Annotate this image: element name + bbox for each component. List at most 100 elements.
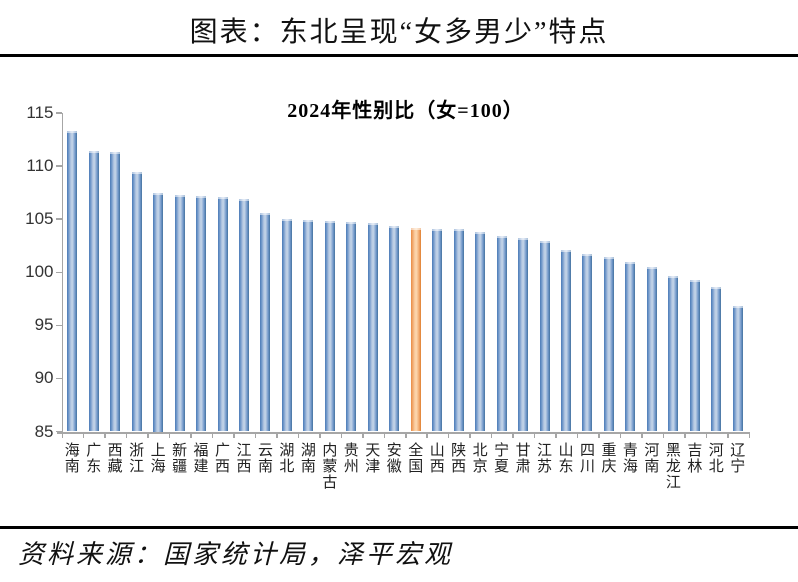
y-tick-mark	[55, 324, 62, 327]
bar	[539, 241, 550, 432]
x-tick-mark	[383, 431, 386, 438]
bar-national-highlight	[410, 227, 421, 432]
x-axis-category-label: 四 川	[579, 442, 595, 475]
chart-title: 2024年性别比（女=100）	[287, 100, 524, 122]
title-divider-line	[0, 54, 798, 57]
bar	[174, 194, 185, 432]
x-axis-category-label: 陕 西	[451, 442, 467, 475]
y-tick-mark	[55, 218, 62, 220]
y-axis-tick-label: 110	[26, 156, 54, 176]
x-tick-mark	[297, 431, 300, 438]
page-title: 图表：东北呈现“女多男少”特点	[189, 17, 609, 48]
x-axis-category-label: 全 国	[408, 442, 424, 475]
x-tick-mark	[598, 431, 600, 438]
y-axis-tick-label: 85	[34, 421, 54, 441]
bar	[88, 151, 99, 432]
x-tick-mark	[555, 431, 557, 438]
x-tick-mark	[619, 431, 622, 438]
x-tick-mark	[276, 431, 278, 438]
x-tick-mark	[340, 431, 343, 438]
x-axis-category-label: 湖 南	[300, 442, 316, 475]
bar	[303, 220, 314, 432]
y-axis-tick-label: 115	[26, 103, 54, 122]
bar	[689, 279, 700, 432]
bar	[346, 222, 357, 432]
bar	[646, 266, 657, 432]
bar	[582, 254, 593, 432]
x-axis-category-label: 北 京	[472, 442, 488, 475]
bar	[518, 238, 529, 432]
x-axis-category-label: 江 西	[236, 442, 252, 475]
bar	[668, 276, 679, 432]
x-tick-mark	[405, 431, 407, 438]
x-tick-mark	[147, 431, 149, 438]
x-tick-mark	[190, 431, 192, 438]
y-axis-tick-label: 95	[34, 315, 54, 335]
x-axis-category-label: 山 西	[429, 442, 445, 475]
bar	[153, 192, 164, 432]
x-tick-mark	[233, 431, 235, 438]
x-axis-category-label: 甘 肃	[515, 442, 531, 475]
x-axis-category-label: 广 西	[215, 442, 231, 475]
x-axis-category-label: 云 南	[257, 442, 273, 475]
x-axis-category-label: 青 海	[622, 442, 638, 475]
x-tick-mark	[362, 431, 364, 438]
x-tick-mark	[319, 431, 321, 438]
bar	[110, 152, 121, 432]
bar	[324, 221, 335, 432]
x-axis-category-label: 上 海	[150, 442, 166, 475]
y-axis-line	[61, 113, 63, 432]
x-axis-category-label: 贵 州	[343, 442, 359, 475]
x-axis-category-label: 湖 北	[279, 442, 295, 475]
x-axis-category-label: 江 苏	[537, 442, 553, 475]
bar	[389, 225, 400, 432]
x-axis-category-label: 海 南	[64, 442, 80, 475]
source-note: 资料来源：国家统计局，泽平宏观	[18, 540, 454, 569]
x-tick-mark	[254, 431, 257, 438]
bar	[217, 196, 228, 432]
x-tick-mark	[168, 431, 171, 438]
x-axis-category-label: 河 南	[644, 442, 660, 475]
bar	[475, 231, 486, 432]
y-tick-mark	[55, 430, 62, 433]
sex-ratio-bar-chart: 2024年性别比（女=100） 115 110 105 100 95 90 85 海 南广 东…	[0, 60, 798, 520]
x-axis-category-label: 河 北	[708, 442, 724, 475]
plot-area: 115 110 105 100 95 90 85 海 南广 东西 藏浙 江上 海新 疆福 建广…	[0, 60, 798, 520]
x-axis-category-label: 吉 林	[687, 442, 703, 475]
footer-divider-line	[0, 526, 798, 529]
x-tick-mark	[211, 431, 214, 438]
bar	[281, 219, 292, 432]
x-axis-category-label: 辽 宁	[730, 442, 746, 475]
x-axis-category-label: 天 津	[365, 442, 381, 475]
x-tick-mark	[490, 431, 493, 438]
x-axis-category-label: 福 建	[193, 442, 209, 475]
bar	[131, 172, 142, 432]
y-tick-mark	[55, 165, 62, 167]
x-axis-line	[56, 431, 749, 434]
bar	[732, 306, 743, 432]
y-axis-tick-label: 100	[25, 262, 54, 282]
x-tick-mark	[748, 431, 750, 438]
bar	[196, 195, 207, 432]
x-axis-category-label: 广 东	[86, 442, 102, 475]
bar	[367, 223, 378, 432]
x-tick-mark	[125, 431, 128, 438]
x-axis-category-label: 宁 夏	[494, 442, 510, 475]
x-axis-category-label: 黑 龙 江	[665, 442, 681, 491]
x-tick-mark	[705, 431, 708, 438]
x-tick-mark	[512, 431, 514, 438]
x-tick-mark	[684, 431, 686, 438]
x-axis-category-label: 安 徽	[386, 442, 402, 475]
x-tick-mark	[576, 431, 579, 438]
x-tick-mark	[662, 431, 665, 438]
x-axis-category-label: 新 疆	[172, 442, 188, 475]
bar	[238, 198, 249, 432]
bar	[711, 287, 722, 432]
y-tick-mark	[55, 271, 62, 273]
bar	[625, 261, 636, 432]
x-axis-category-label: 内 蒙 古	[322, 442, 338, 491]
x-tick-mark	[104, 431, 106, 438]
x-tick-mark	[641, 431, 643, 438]
x-tick-mark	[533, 431, 536, 438]
